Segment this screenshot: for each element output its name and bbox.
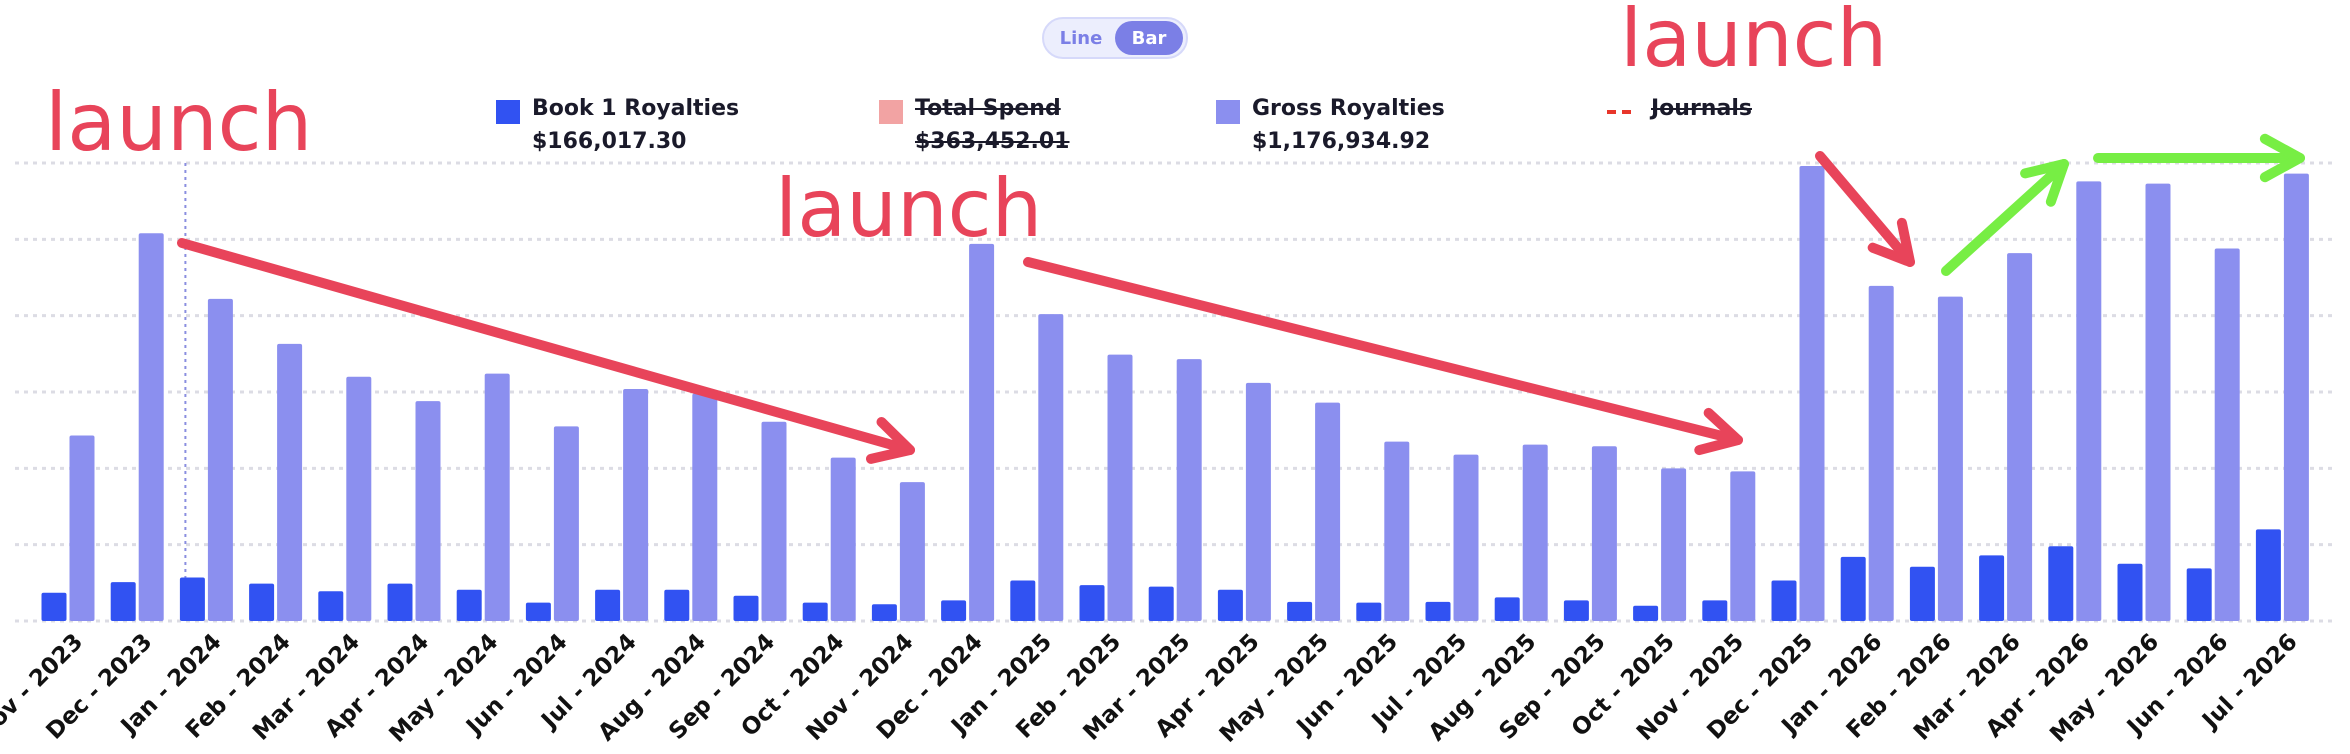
bar <box>207 298 233 621</box>
bar <box>249 583 275 621</box>
legend-swatch <box>496 100 520 124</box>
bar <box>623 388 649 621</box>
bar <box>2117 563 2143 621</box>
annotation-arrowhead <box>2259 133 2305 183</box>
bar <box>1840 556 1866 621</box>
bar <box>1633 605 1659 621</box>
bar <box>1591 446 1617 621</box>
bar <box>553 426 579 621</box>
bar <box>1494 597 1520 621</box>
bar <box>1356 602 1382 621</box>
bar <box>664 589 690 621</box>
bar <box>1425 601 1451 621</box>
bar <box>692 393 718 621</box>
bar <box>1868 285 1894 621</box>
bar <box>277 343 303 621</box>
bar <box>2255 529 2281 621</box>
bar <box>1909 566 1935 621</box>
annotation-arrow <box>1023 257 1743 445</box>
bar <box>2283 173 2309 622</box>
legend-label: Total Spend <box>915 96 1061 121</box>
bar <box>179 577 205 621</box>
annotation-arrowhead <box>1694 407 1743 456</box>
bar <box>595 589 621 621</box>
bar <box>1384 441 1410 621</box>
bar <box>1287 601 1313 621</box>
toggle-option[interactable]: Line <box>1059 27 1103 49</box>
chart-type-toggle: Line Bar <box>1042 17 1188 59</box>
bar <box>69 435 95 621</box>
bar <box>456 589 482 621</box>
annotation-arrow <box>177 238 915 455</box>
annotation: launch <box>1620 0 1887 85</box>
bar <box>871 604 897 621</box>
bar <box>1217 589 1243 621</box>
bar <box>484 373 510 621</box>
bar <box>41 592 67 621</box>
bar <box>1563 600 1589 621</box>
bar <box>1979 555 2005 621</box>
annotation: launch <box>775 162 1042 255</box>
bar <box>1522 444 1548 621</box>
bar <box>2007 253 2033 621</box>
legend-swatch <box>1216 100 1240 124</box>
bar <box>110 582 136 621</box>
bar <box>2214 248 2240 621</box>
bar <box>1245 382 1271 621</box>
annotation-arrowhead <box>2020 159 2069 207</box>
annotation-arrow <box>1815 151 1915 267</box>
annotation-arrow <box>1941 159 2069 276</box>
bar <box>1799 166 1825 621</box>
annotation: launch <box>45 76 312 169</box>
bar <box>1107 354 1133 621</box>
legend-swatch <box>879 100 903 124</box>
bar <box>1702 600 1728 621</box>
bar <box>1176 359 1202 621</box>
bar <box>387 583 413 621</box>
bar <box>415 401 441 621</box>
legend-label: Journals <box>1651 96 1752 121</box>
legend-total: $363,452.01 <box>915 129 1070 154</box>
bar <box>969 243 995 621</box>
bar <box>1730 471 1756 621</box>
bar <box>1661 468 1687 621</box>
bar <box>1937 296 1963 621</box>
legend-total: $166,017.30 <box>532 129 687 154</box>
bar <box>1771 580 1797 621</box>
bar <box>2186 568 2212 621</box>
bar <box>138 233 164 621</box>
toggle-option[interactable]: Bar <box>1115 21 1183 55</box>
bar <box>1010 580 1036 621</box>
bar <box>525 602 551 621</box>
bar <box>899 482 925 621</box>
bar <box>346 376 372 621</box>
legend-swatch <box>1607 110 1637 114</box>
bar <box>733 595 759 621</box>
bar <box>2048 546 2074 621</box>
legend-label: Gross Royalties <box>1252 96 1445 121</box>
bar <box>318 591 344 621</box>
bar <box>830 457 856 621</box>
bar <box>2076 181 2102 621</box>
annotation-arrowhead <box>865 416 915 464</box>
legend-label: Book 1 Royalties <box>532 96 740 121</box>
bar <box>1079 585 1105 621</box>
bar <box>1453 454 1479 621</box>
bar <box>1148 586 1174 621</box>
bar <box>1038 314 1064 621</box>
legend-total: $1,176,934.92 <box>1252 129 1431 154</box>
bar <box>1315 402 1341 621</box>
bar <box>802 602 828 621</box>
bar <box>2145 183 2171 622</box>
bar <box>941 600 967 621</box>
bar <box>761 421 787 621</box>
annotation-arrowhead <box>1867 217 1915 267</box>
